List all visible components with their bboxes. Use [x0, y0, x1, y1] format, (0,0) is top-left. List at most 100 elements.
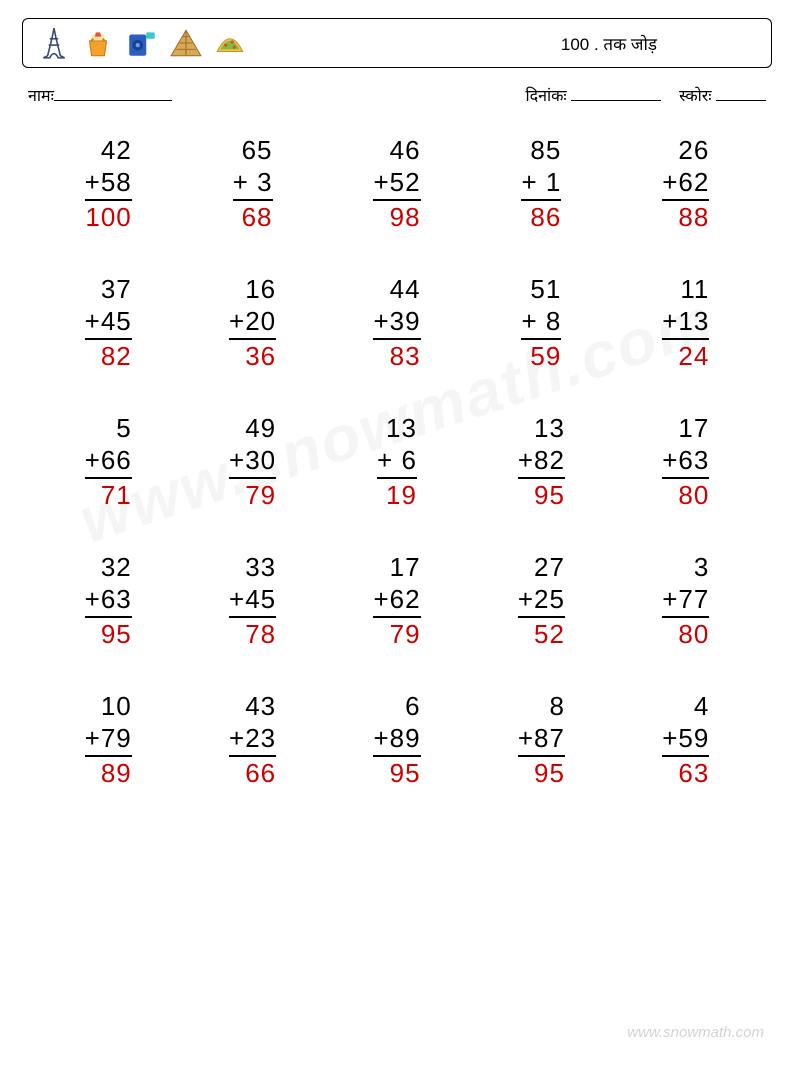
- date-label: दिनांकः: [525, 88, 566, 105]
- operand-b: +45: [229, 583, 276, 618]
- problem: 33+45 78: [180, 551, 324, 650]
- operand-b: +20: [229, 305, 276, 340]
- operand-a: 17: [373, 551, 420, 583]
- problem: 44+39 83: [325, 273, 469, 372]
- answer: 52: [518, 618, 565, 650]
- operand-b: +63: [85, 583, 132, 618]
- answer: 80: [662, 618, 709, 650]
- operand-a: 32: [85, 551, 132, 583]
- problem: 3+77 80: [614, 551, 758, 650]
- operand-b: + 1: [521, 166, 561, 201]
- operand-b: +77: [662, 583, 709, 618]
- problem: 16+20 36: [180, 273, 324, 372]
- operand-b: + 6: [377, 444, 417, 479]
- problem: 4+59 63: [614, 690, 758, 789]
- operand-b: +30: [229, 444, 276, 479]
- header-icons: [37, 26, 247, 60]
- answer: 88: [662, 201, 709, 233]
- operand-b: +87: [518, 722, 565, 757]
- taco-icon: [213, 26, 247, 60]
- pyramid-icon: [169, 26, 203, 60]
- meta-row: नामः दिनांकः स्कोरः: [28, 84, 766, 106]
- problem: 51+ 8 59: [469, 273, 613, 372]
- operand-a: 44: [373, 273, 420, 305]
- operand-a: 16: [229, 273, 276, 305]
- answer: 100: [85, 201, 132, 233]
- operand-a: 27: [518, 551, 565, 583]
- operand-b: +59: [662, 722, 709, 757]
- problem: 13+82 95: [469, 412, 613, 511]
- problem: 49+30 79: [180, 412, 324, 511]
- answer: 66: [229, 757, 276, 789]
- operand-a: 37: [85, 273, 132, 305]
- problem: 26+62 88: [614, 134, 758, 233]
- problem: 27+25 52: [469, 551, 613, 650]
- answer: 95: [518, 757, 565, 789]
- answer: 83: [373, 340, 420, 372]
- camera-icon: [125, 26, 159, 60]
- operand-b: +63: [662, 444, 709, 479]
- operand-b: +23: [229, 722, 276, 757]
- operand-a: 46: [373, 134, 420, 166]
- operand-a: 8: [518, 690, 565, 722]
- operand-a: 6: [373, 690, 420, 722]
- problem: 8+87 95: [469, 690, 613, 789]
- operand-a: 4: [662, 690, 709, 722]
- operand-b: +25: [518, 583, 565, 618]
- problem: 6+89 95: [325, 690, 469, 789]
- answer: 68: [233, 201, 273, 233]
- operand-b: +62: [373, 583, 420, 618]
- footer-link: www.snowmath.com: [627, 1024, 764, 1041]
- operand-b: + 8: [521, 305, 561, 340]
- answer: 95: [373, 757, 420, 789]
- problem: 32+63 95: [36, 551, 180, 650]
- answer: 95: [518, 479, 565, 511]
- operand-a: 10: [85, 690, 132, 722]
- problem: 65+ 3 68: [180, 134, 324, 233]
- name-blank: [54, 84, 172, 101]
- operand-b: +39: [373, 305, 420, 340]
- answer: 63: [662, 757, 709, 789]
- problem: 17+62 79: [325, 551, 469, 650]
- problem: 46+52 98: [325, 134, 469, 233]
- operand-b: +52: [373, 166, 420, 201]
- header-box: 100 . तक जोड़: [22, 18, 772, 68]
- answer: 95: [85, 618, 132, 650]
- operand-a: 11: [662, 273, 709, 305]
- problem: 13+ 6 19: [325, 412, 469, 511]
- problem: 17+63 80: [614, 412, 758, 511]
- problem: 85+ 1 86: [469, 134, 613, 233]
- problem: 11+13 24: [614, 273, 758, 372]
- operand-b: +62: [662, 166, 709, 201]
- operand-a: 5: [85, 412, 132, 444]
- sand-bucket-icon: [81, 26, 115, 60]
- operand-a: 49: [229, 412, 276, 444]
- operand-a: 33: [229, 551, 276, 583]
- answer: 36: [229, 340, 276, 372]
- operand-a: 3: [662, 551, 709, 583]
- problems-grid: 42+58100 65+ 3 68 46+52 98 85+ 1 86 26+6…: [36, 134, 758, 789]
- operand-a: 13: [377, 412, 417, 444]
- score-label: स्कोरः: [679, 88, 711, 105]
- operand-b: +58: [85, 166, 132, 201]
- operand-a: 42: [85, 134, 132, 166]
- operand-a: 13: [518, 412, 565, 444]
- operand-a: 43: [229, 690, 276, 722]
- answer: 86: [521, 201, 561, 233]
- answer: 80: [662, 479, 709, 511]
- problem: 43+23 66: [180, 690, 324, 789]
- operand-b: +66: [85, 444, 132, 479]
- operand-a: 26: [662, 134, 709, 166]
- problem: 37+45 82: [36, 273, 180, 372]
- worksheet-title: 100 . तक जोड़: [561, 32, 657, 55]
- operand-b: +79: [85, 722, 132, 757]
- answer: 78: [229, 618, 276, 650]
- answer: 98: [373, 201, 420, 233]
- answer: 82: [85, 340, 132, 372]
- answer: 89: [85, 757, 132, 789]
- answer: 59: [521, 340, 561, 372]
- problem: 5+66 71: [36, 412, 180, 511]
- operand-a: 51: [521, 273, 561, 305]
- name-label: नामः: [28, 84, 54, 106]
- answer: 19: [377, 479, 417, 511]
